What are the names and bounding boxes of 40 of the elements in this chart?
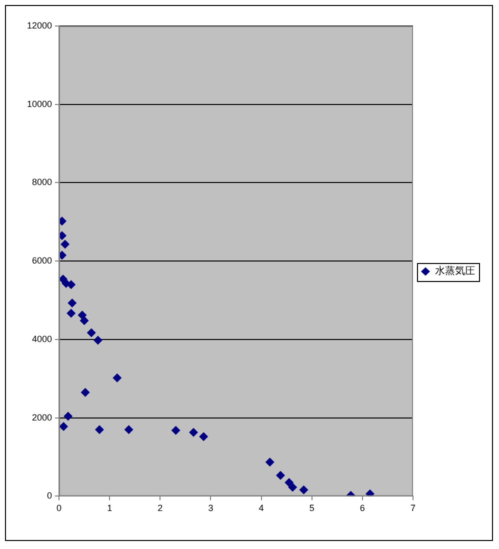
- point: [276, 470, 286, 480]
- point: [80, 388, 90, 397]
- point: [265, 458, 274, 467]
- y-tick-label: 2000: [32, 412, 52, 422]
- point: [59, 231, 67, 240]
- point: [189, 428, 198, 437]
- point: [80, 316, 89, 326]
- point: [59, 422, 68, 431]
- point: [59, 250, 67, 260]
- x-tick-label: 7: [410, 503, 416, 514]
- y-tick-label: 10000: [26, 98, 52, 109]
- x-tick-label: 6: [360, 503, 365, 514]
- point: [124, 425, 134, 434]
- legend-label: 水蒸気圧: [435, 265, 475, 278]
- x-tick-label: 5: [309, 503, 314, 514]
- y-tick-label: 6000: [32, 256, 52, 266]
- x-tick-label: 2: [158, 503, 163, 514]
- point: [284, 478, 294, 487]
- x-tick-label: 0: [56, 503, 62, 514]
- x-tick-label: 4: [258, 503, 264, 514]
- point: [112, 373, 122, 382]
- point: [366, 489, 375, 496]
- y-tick-label: 0: [46, 490, 52, 501]
- y-tick-label: 12000: [26, 20, 52, 30]
- point: [66, 308, 76, 318]
- point: [60, 240, 70, 249]
- point: [59, 216, 67, 226]
- point: [86, 328, 96, 338]
- point: [68, 298, 77, 308]
- point: [288, 482, 298, 492]
- x-tick-label: 1: [107, 503, 112, 514]
- point: [94, 425, 104, 434]
- x-tick-label: 3: [208, 503, 214, 514]
- point: [64, 412, 73, 421]
- point: [199, 432, 208, 442]
- y-tick-label: 8000: [32, 177, 52, 188]
- point: [171, 426, 180, 435]
- point: [93, 336, 102, 345]
- y-tick-label: 4000: [32, 334, 52, 344]
- point: [299, 485, 308, 494]
